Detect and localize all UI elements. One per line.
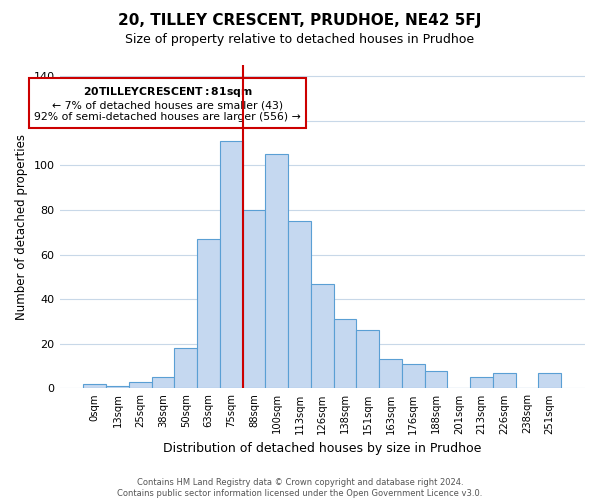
Text: $\bf{20 TILLEY CRESCENT: 81sqm}$
← 7% of detached houses are smaller (43)
92% of: $\bf{20 TILLEY CRESCENT: 81sqm}$ ← 7% of…	[34, 85, 301, 122]
Bar	[83, 384, 106, 388]
X-axis label: Distribution of detached houses by size in Prudhoe: Distribution of detached houses by size …	[163, 442, 481, 455]
Bar	[356, 330, 379, 388]
Bar	[538, 373, 561, 388]
Bar	[106, 386, 129, 388]
Bar	[288, 221, 311, 388]
Bar	[220, 141, 242, 388]
Bar	[152, 378, 175, 388]
Bar	[311, 284, 334, 389]
Y-axis label: Number of detached properties: Number of detached properties	[15, 134, 28, 320]
Bar	[493, 373, 515, 388]
Bar	[402, 364, 425, 388]
Bar	[197, 239, 220, 388]
Bar	[242, 210, 265, 388]
Bar	[470, 378, 493, 388]
Text: Size of property relative to detached houses in Prudhoe: Size of property relative to detached ho…	[125, 32, 475, 46]
Bar	[265, 154, 288, 388]
Text: 20, TILLEY CRESCENT, PRUDHOE, NE42 5FJ: 20, TILLEY CRESCENT, PRUDHOE, NE42 5FJ	[118, 12, 482, 28]
Bar	[379, 360, 402, 388]
Bar	[175, 348, 197, 389]
Bar	[334, 320, 356, 388]
Bar	[129, 382, 152, 388]
Bar	[425, 370, 448, 388]
Text: Contains HM Land Registry data © Crown copyright and database right 2024.
Contai: Contains HM Land Registry data © Crown c…	[118, 478, 482, 498]
